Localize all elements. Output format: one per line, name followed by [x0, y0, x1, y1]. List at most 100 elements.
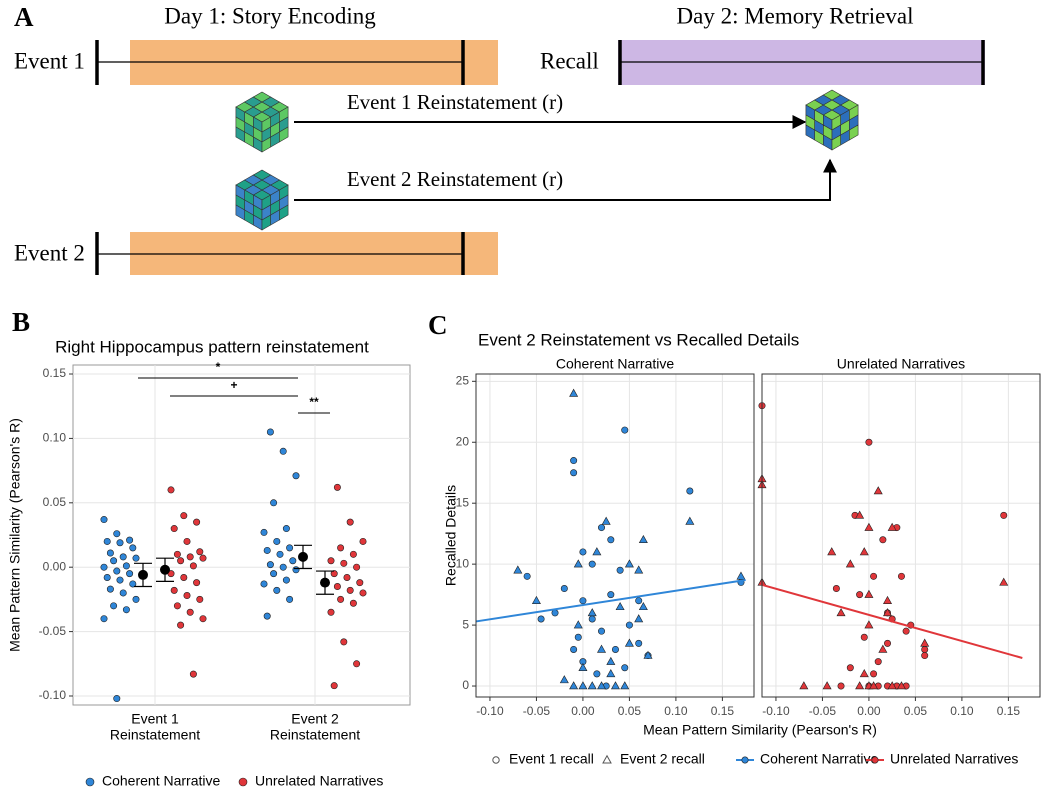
data-point [921, 652, 929, 660]
data-point [173, 550, 181, 558]
data-point [126, 536, 134, 544]
data-point [607, 591, 615, 599]
data-point [616, 566, 624, 574]
data-point [327, 557, 335, 565]
data-point [869, 681, 879, 690]
y-tick-label: -0.05 [39, 624, 67, 638]
facet-label: Coherent Narrative [556, 356, 674, 372]
data-point [359, 537, 367, 545]
data-point [902, 627, 910, 635]
data-point [199, 554, 207, 562]
x-tick-label: Reinstatement [110, 727, 200, 743]
data-point [292, 472, 300, 480]
cube-cell [805, 124, 815, 141]
data-point [327, 608, 335, 616]
regression-line [761, 583, 1023, 659]
significance-label: * [216, 360, 221, 374]
x-axis-label: Mean Pattern Similarity (Pearson's R) [643, 722, 877, 738]
legend-marker [871, 756, 879, 764]
data-point [173, 602, 181, 610]
chart-title: Right Hippocampus pattern reinstatement [55, 337, 369, 356]
arrow-2 [294, 158, 837, 201]
data-point [113, 695, 121, 703]
data-point [832, 585, 840, 593]
data-point [606, 669, 616, 678]
significance-label: + [230, 378, 237, 392]
data-point [270, 570, 278, 578]
data-point [559, 675, 569, 684]
data-point [110, 557, 118, 565]
y-tick-label: 0 [462, 678, 469, 692]
data-point [560, 585, 568, 593]
cube-cell [849, 124, 859, 141]
data-point [103, 573, 111, 581]
y-tick-label: 0.00 [43, 559, 67, 573]
data-point [799, 681, 809, 690]
data-point [279, 447, 287, 455]
data-point [349, 550, 357, 558]
data-point [879, 536, 887, 544]
data-point [100, 615, 108, 623]
data-point [593, 670, 601, 678]
data-point [569, 388, 579, 397]
y-tick-label: -0.10 [39, 688, 67, 702]
data-point [199, 615, 207, 623]
data-point [859, 547, 869, 556]
data-point [276, 550, 284, 558]
data-point [292, 566, 300, 574]
panel-c: C Event 2 Reinstatement vs Recalled Detai… [428, 310, 1041, 767]
data-point [874, 658, 882, 666]
data-point [180, 573, 188, 581]
data-point [621, 426, 629, 434]
data-point [578, 662, 588, 671]
data-point [343, 573, 351, 581]
event2-label: Event 2 [14, 240, 85, 265]
plot-background [72, 364, 411, 706]
plot-border [761, 373, 1041, 698]
data-point [346, 518, 354, 526]
data-point [132, 554, 140, 562]
data-point [167, 486, 175, 494]
data-point [337, 544, 345, 552]
data-point [110, 602, 118, 610]
data-point [180, 512, 188, 520]
data-point [638, 601, 648, 611]
legend-label: Event 2 recall [620, 751, 705, 767]
data-point [887, 681, 897, 690]
x-tick-label: 0.10 [950, 704, 974, 718]
data-point [523, 572, 531, 580]
data-point [106, 585, 114, 593]
x-tick-label: 0.05 [618, 704, 642, 718]
data-point [333, 483, 341, 491]
data-point [855, 681, 865, 690]
data-point [346, 586, 354, 594]
data-point [189, 562, 197, 570]
data-point [106, 549, 114, 557]
y-tick-label: 25 [456, 373, 470, 387]
data-point [570, 645, 578, 653]
data-point [920, 638, 930, 647]
data-point [615, 601, 625, 611]
cube-cell [279, 204, 289, 221]
x-tick-label: Event 1 [131, 711, 179, 727]
data-point [356, 579, 364, 587]
data-point [170, 586, 178, 594]
x-tick-label: Reinstatement [270, 727, 360, 743]
data-point [845, 559, 855, 568]
data-point [170, 525, 178, 533]
day1-title: Day 1: Story Encoding [164, 3, 376, 28]
data-point [588, 615, 596, 623]
data-point [588, 560, 596, 568]
data-point [635, 597, 643, 605]
data-point [598, 524, 606, 532]
data-point [353, 563, 361, 571]
data-point [126, 570, 134, 578]
x-tick-label: 0.00 [857, 704, 881, 718]
plot-background [762, 374, 1040, 697]
data-point [340, 559, 348, 567]
data-point [621, 664, 629, 672]
data-point [601, 516, 611, 525]
data-point [132, 595, 140, 603]
data-point [610, 681, 620, 690]
